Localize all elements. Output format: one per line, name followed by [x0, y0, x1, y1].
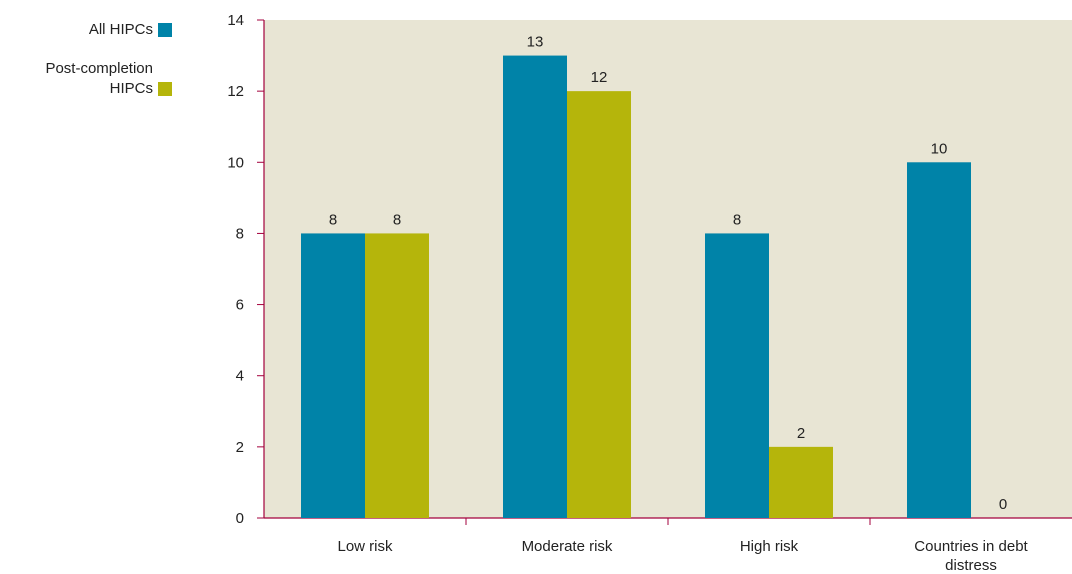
legend-swatch-post-completion-hipcs — [158, 82, 172, 96]
data-label: 8 — [329, 211, 337, 228]
legend-label: Post-completion HIPCs — [45, 60, 153, 97]
x-tick-label: High risk — [740, 538, 799, 555]
legend-item-post-completion-hipcs: Post-completion HIPCs — [0, 59, 172, 99]
x-tick-label: Countries in debt — [914, 538, 1028, 555]
y-tick-label: 0 — [236, 510, 244, 527]
data-label: 10 — [931, 140, 948, 157]
bar — [907, 162, 971, 519]
bar — [769, 446, 833, 518]
data-label: 8 — [393, 211, 401, 228]
data-label: 2 — [797, 425, 805, 442]
data-label: 8 — [733, 211, 741, 228]
bar — [503, 55, 567, 518]
x-tick-label: Low risk — [337, 538, 393, 555]
legend-swatch-all-hipcs — [158, 23, 172, 37]
bar — [705, 233, 769, 518]
bar — [567, 91, 631, 519]
legend-label: All HIPCs — [88, 21, 153, 38]
bar — [301, 233, 365, 518]
y-tick-label: 12 — [227, 83, 244, 100]
x-tick-label: distress — [945, 557, 997, 574]
data-label: 12 — [591, 69, 608, 86]
bar — [365, 233, 429, 518]
x-tick-label: Moderate risk — [522, 538, 613, 555]
y-tick-label: 14 — [227, 12, 244, 29]
legend-item-all-hipcs: All HIPCs — [89, 20, 172, 40]
y-tick-label: 2 — [236, 439, 244, 456]
data-label: 0 — [999, 496, 1007, 513]
data-label: 13 — [527, 34, 544, 51]
y-tick-label: 6 — [236, 297, 244, 314]
y-tick-label: 4 — [236, 368, 244, 385]
y-tick-label: 8 — [236, 225, 244, 242]
y-tick-label: 10 — [227, 154, 244, 171]
